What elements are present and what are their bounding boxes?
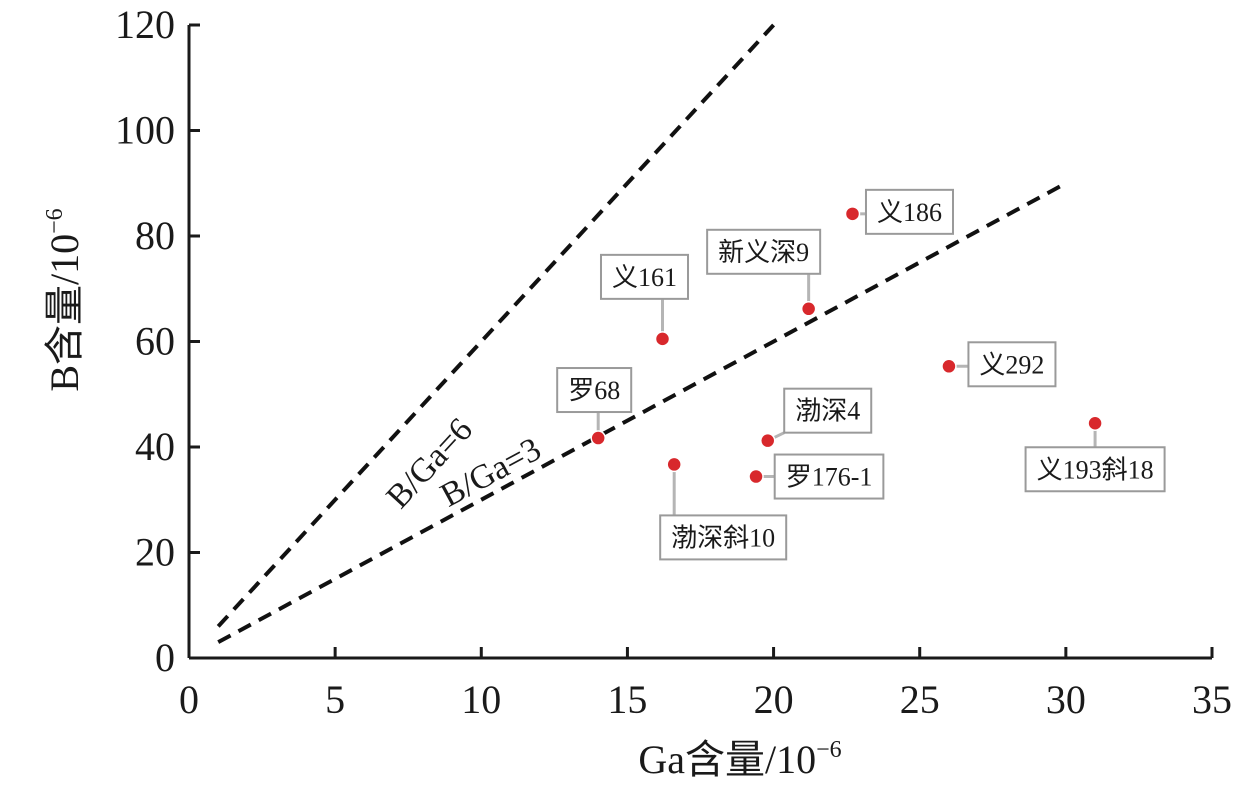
- x-axis-title: Ga含量/10−6: [638, 737, 841, 782]
- y-tick-label: 20: [135, 530, 175, 575]
- point-label: 义161: [612, 263, 677, 292]
- x-tick-label: 10: [461, 677, 501, 722]
- point-label-box: [599, 253, 690, 300]
- y-tick-label: 100: [115, 108, 175, 153]
- y-tick-label: 60: [135, 319, 175, 364]
- data-point: [1087, 415, 1103, 432]
- point-label: 渤深斜10: [671, 523, 775, 552]
- data-point: [590, 430, 606, 446]
- data-point: [759, 432, 776, 449]
- y-tick-label: 0: [155, 635, 175, 680]
- point-label: 罗68: [568, 376, 620, 405]
- y-tick-label: 120: [115, 2, 175, 47]
- reference-line: [217, 181, 1067, 644]
- x-tick-label: 20: [754, 677, 794, 722]
- data-point: [800, 301, 817, 317]
- x-tick-label: 0: [179, 677, 199, 722]
- y-axis-title: B含量/10−6: [42, 208, 87, 391]
- point-label-box: [783, 387, 873, 434]
- data-point: [666, 456, 682, 473]
- point-label-box: [706, 228, 822, 275]
- x-tick-label: 30: [1046, 677, 1086, 722]
- axes: 0 5 10 15 20 25 30 35 0 20 40 60 80 100 120: [115, 2, 1232, 722]
- point-label-box: [659, 514, 788, 561]
- point-label-box: [773, 453, 885, 500]
- data-point: [654, 331, 671, 347]
- x-tick-label: 35: [1192, 677, 1232, 722]
- x-tick-label: 25: [900, 677, 940, 722]
- reference-lines: B/Ga=6B/Ga=3: [216, 23, 1067, 644]
- data-point: [844, 206, 861, 222]
- point-labels: 义161 义186 新义深9 义292 罗68 渤深4 罗176-1 渤深斜10 义193斜18: [556, 188, 1166, 561]
- point-label-box: [967, 341, 1057, 388]
- y-tick-label: 40: [135, 424, 175, 469]
- data-points: [590, 206, 1103, 485]
- x-tick-label: 15: [607, 677, 647, 722]
- point-label: 新义深9: [718, 238, 809, 267]
- x-tick-label: 5: [325, 677, 345, 722]
- data-point: [941, 358, 957, 375]
- point-label-box: [864, 188, 954, 235]
- point-label-box: [1024, 446, 1166, 493]
- y-tick-label: 80: [135, 213, 175, 258]
- point-label: 义193斜18: [1037, 455, 1154, 484]
- point-label-box: [556, 367, 633, 414]
- point-label: 义292: [979, 350, 1044, 379]
- data-point: [748, 468, 764, 485]
- point-label: 罗176-1: [786, 463, 873, 492]
- point-label: 渤深4: [795, 397, 860, 426]
- point-label: 义186: [877, 198, 942, 227]
